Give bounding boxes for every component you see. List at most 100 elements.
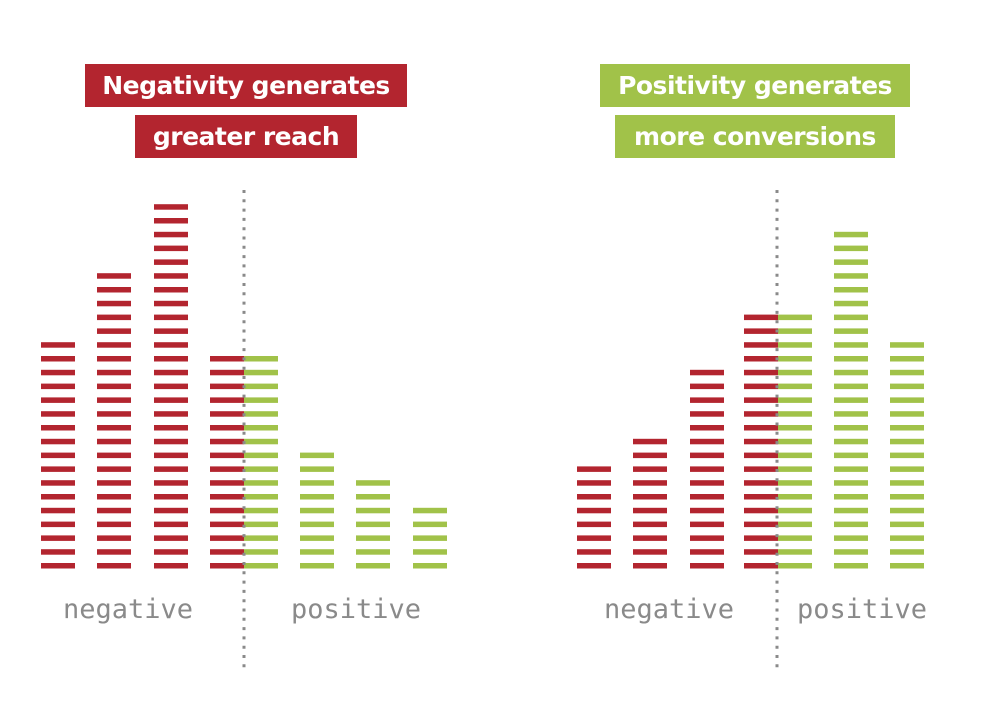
bar-dash [577, 494, 611, 500]
left-title-line-1: Negativity generates [85, 64, 407, 107]
bar-dash [690, 452, 724, 459]
bar-dash [210, 452, 244, 459]
bar-dash [97, 383, 131, 390]
bar-dash [244, 480, 278, 486]
bar-dash [834, 480, 868, 486]
bar-dash [690, 563, 724, 569]
bar-dash [244, 563, 278, 569]
bar-dash [744, 411, 778, 417]
bar-dash [154, 204, 188, 210]
bar-dash [778, 452, 812, 459]
bar-dash [890, 369, 924, 376]
bar-dash [744, 369, 778, 376]
bar-dash [300, 507, 334, 514]
bar-dash [690, 521, 724, 528]
bar-dash [300, 452, 334, 459]
bar-dash [356, 563, 390, 569]
bar-dash [633, 563, 667, 569]
right-title-line-1: Positivity generates [600, 64, 910, 107]
bar-dash [778, 535, 812, 541]
bar-dash [744, 397, 778, 403]
bar-dash [41, 563, 75, 569]
bar-dash [778, 563, 812, 569]
bar-dash [633, 480, 667, 486]
bar-dash [244, 383, 278, 390]
bar-dash [244, 521, 278, 528]
bar-dash [154, 259, 188, 265]
chart-1-positive-bar-2 [890, 342, 924, 569]
bar-dash [210, 494, 244, 500]
bar-dash [834, 259, 868, 265]
bar-dash [778, 314, 812, 321]
bar-dash [690, 425, 724, 431]
bar-dash [97, 425, 131, 431]
bar-dash [244, 356, 278, 362]
bar-dash [778, 438, 812, 445]
bar-dash [210, 425, 244, 431]
bar-dash [300, 535, 334, 541]
bar-dash [778, 494, 812, 500]
bar-dash [834, 328, 868, 334]
bar-dash [154, 397, 188, 403]
bar-dash [577, 521, 611, 528]
bar-dash [356, 480, 390, 486]
bar-dash [154, 218, 188, 224]
bar-dash [97, 466, 131, 472]
bar-dash [834, 507, 868, 514]
bar-dash [890, 549, 924, 555]
bar-dash [890, 494, 924, 500]
bar-dash [690, 383, 724, 390]
bar-dash [97, 411, 131, 417]
chart-0-positive-bar-0 [244, 356, 278, 569]
bar-dash [744, 342, 778, 348]
bar-dash [633, 494, 667, 500]
bar-dash [690, 438, 724, 445]
bar-dash [300, 521, 334, 528]
bar-dash [97, 287, 131, 293]
bar-dash [210, 549, 244, 555]
bar-dash [744, 328, 778, 334]
bar-dash [97, 521, 131, 528]
bar-dash [154, 314, 188, 321]
right-negative-label: negative [604, 594, 735, 625]
bar-dash [300, 480, 334, 486]
bar-dash [890, 466, 924, 472]
bar-dash [97, 314, 131, 321]
chart-1-positive-bar-0 [778, 314, 812, 569]
bar-dash [300, 549, 334, 555]
bar-dash [154, 535, 188, 541]
bar-dash [97, 549, 131, 555]
bar-dash [690, 549, 724, 555]
bar-dash [41, 494, 75, 500]
bar-dash [834, 369, 868, 376]
right-title-line-2: more conversions [615, 115, 895, 158]
bar-dash [244, 425, 278, 431]
bar-dash [778, 521, 812, 528]
bar-dash [413, 549, 447, 555]
bar-dash [154, 549, 188, 555]
bar-dash [41, 411, 75, 417]
bar-dash [97, 369, 131, 376]
bar-dash [778, 383, 812, 390]
bar-dash [154, 231, 188, 238]
bar-dash [97, 328, 131, 334]
bar-dash [778, 342, 812, 348]
bar-dash [154, 342, 188, 348]
bar-dash [633, 438, 667, 445]
bar-dash [690, 535, 724, 541]
bar-dash [244, 411, 278, 417]
left-title-line-2: greater reach [135, 115, 357, 158]
bar-dash [210, 521, 244, 528]
bar-dash [744, 356, 778, 362]
bar-dash [97, 397, 131, 403]
bar-dash [778, 328, 812, 334]
bar-dash [744, 438, 778, 445]
bar-dash [413, 535, 447, 541]
bar-dash [744, 383, 778, 390]
bar-dash [244, 535, 278, 541]
bar-dash [577, 535, 611, 541]
bar-dash [154, 245, 188, 252]
bar-dash [210, 480, 244, 486]
bar-dash [154, 480, 188, 486]
bar-dash [633, 452, 667, 459]
